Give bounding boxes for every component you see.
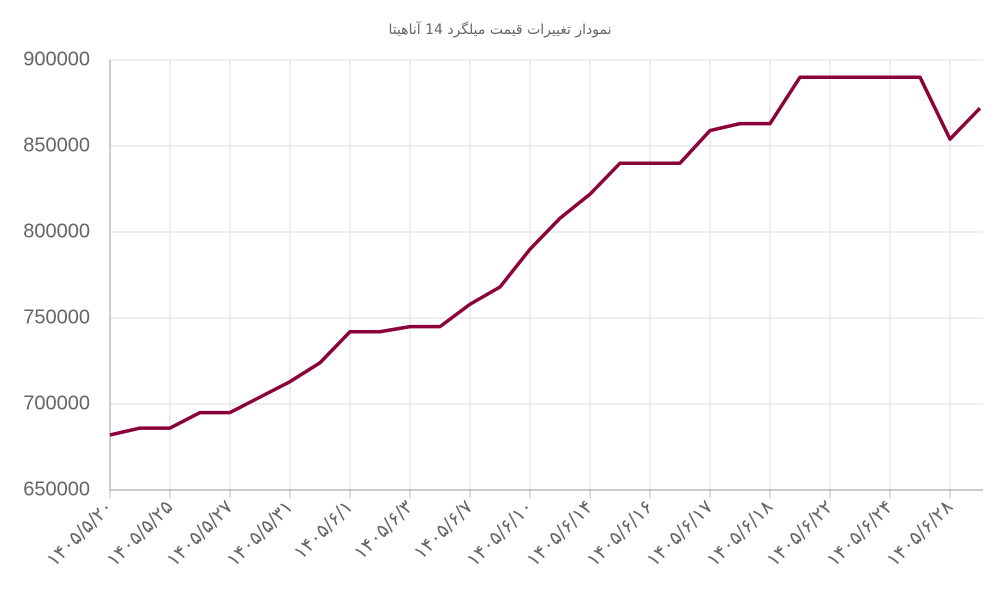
- x-tick-label: ۱۴۰۵/۵/۳۱: [222, 496, 297, 571]
- y-tick-label: 650000: [23, 478, 90, 500]
- x-tick-label: ۱۴۰۵/۶/۱: [290, 496, 358, 564]
- chart-title: نمودار تغییرات قیمت میلگرد 14 آناهیتا: [388, 21, 611, 38]
- y-tick-label: 800000: [23, 220, 90, 242]
- x-tick-label: ۱۴۰۵/۶/۲۸: [882, 496, 957, 571]
- y-tick-label: 850000: [23, 134, 90, 156]
- line: [109, 75, 982, 437]
- y-tick-label: 900000: [23, 48, 90, 70]
- y-tick-label: 700000: [23, 392, 90, 414]
- x-tick-label: ۱۴۰۵/۶/۳: [350, 496, 418, 564]
- y-tick-label: 750000: [23, 306, 90, 328]
